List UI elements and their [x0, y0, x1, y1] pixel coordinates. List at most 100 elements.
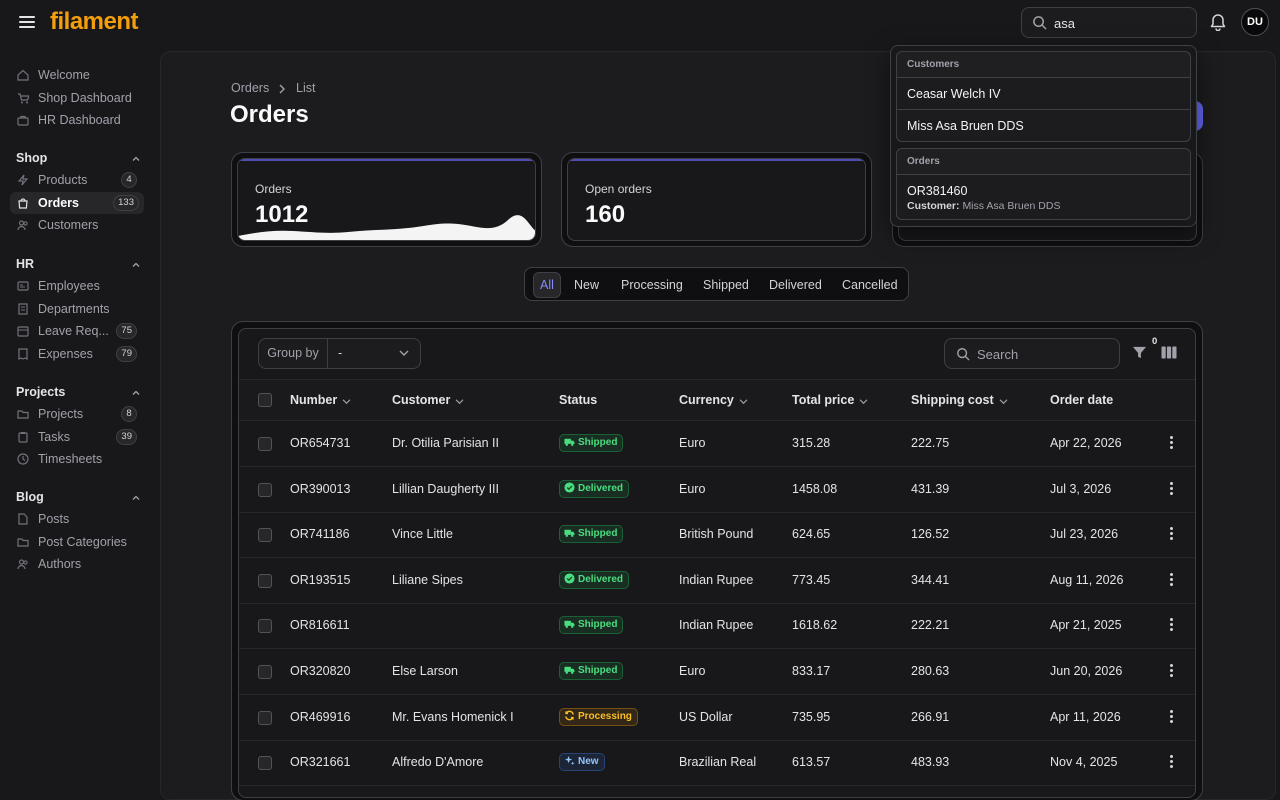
- row-actions-icon[interactable]: [1168, 709, 1174, 724]
- sidebar-item-leave-req[interactable]: Leave Req... 75: [10, 320, 144, 342]
- cell-shipping-cost: 431.39: [911, 481, 950, 496]
- avatar[interactable]: DU: [1241, 8, 1269, 36]
- sidebar-item-timesheets[interactable]: Timesheets: [10, 448, 144, 470]
- sidebar-item-expenses[interactable]: Expenses 79: [10, 343, 144, 365]
- row-actions-icon[interactable]: [1168, 481, 1174, 496]
- cell-number: OR816611: [290, 618, 350, 633]
- sidebar-item-employees[interactable]: Employees: [10, 275, 144, 297]
- sidebar-item-posts[interactable]: Posts: [10, 508, 144, 530]
- building-icon: [18, 302, 28, 315]
- table-row[interactable]: OR816611 Shipped Indian Rupee 1618.62 222.21…: [239, 603, 1195, 650]
- cell-total-price: 735.95: [792, 709, 831, 724]
- cell-customer: Else Larson: [392, 664, 459, 678]
- cell-customer: Mr. Evans Homenick I: [392, 709, 514, 724]
- row-checkbox[interactable]: [258, 482, 272, 497]
- tab-delivered[interactable]: Delivered: [769, 278, 822, 292]
- sidebar-group-shop[interactable]: Shop: [16, 151, 48, 165]
- sidebar-group-projects[interactable]: Projects: [16, 385, 66, 399]
- brand-logo[interactable]: filament: [50, 8, 139, 35]
- chevron-right-icon: [279, 84, 285, 94]
- column-currency[interactable]: Currency: [679, 393, 748, 407]
- sidebar-item-label: Shop Dashboard: [38, 90, 132, 105]
- row-checkbox[interactable]: [258, 665, 272, 679]
- sidebar-group-blog[interactable]: Blog: [16, 490, 44, 504]
- row-actions-icon[interactable]: [1168, 755, 1174, 769]
- tab-processing[interactable]: Processing: [621, 278, 683, 292]
- row-actions-icon[interactable]: [1168, 572, 1174, 587]
- sidebar-item-authors[interactable]: Authors: [10, 553, 144, 575]
- select-all-checkbox[interactable]: [258, 393, 272, 407]
- row-checkbox[interactable]: [258, 619, 272, 634]
- table-row[interactable]: OR741186 Vince Little Shipped British Pound…: [239, 512, 1195, 559]
- tab-shipped[interactable]: Shipped: [703, 278, 749, 292]
- filter-icon[interactable]: [1132, 345, 1147, 360]
- row-checkbox[interactable]: [258, 710, 272, 725]
- table-search[interactable]: [944, 338, 1120, 369]
- row-checkbox[interactable]: [258, 528, 272, 543]
- results-heading-orders: Orders: [896, 148, 1191, 174]
- row-checkbox[interactable]: [258, 437, 272, 451]
- column-number[interactable]: Number: [290, 393, 351, 407]
- sidebar-item-shop-dashboard[interactable]: Shop Dashboard: [10, 87, 144, 109]
- cell-number: OR741186: [290, 527, 350, 542]
- sidebar-item-tasks[interactable]: Tasks 39: [10, 426, 144, 448]
- sidebar-item-hr-dashboard[interactable]: HR Dashboard: [10, 109, 144, 131]
- sidebar-item-customers[interactable]: Customers: [10, 214, 144, 236]
- row-checkbox[interactable]: [258, 573, 272, 588]
- sidebar-item-welcome[interactable]: Welcome: [10, 64, 144, 86]
- chevron-up-icon[interactable]: [131, 493, 141, 503]
- cell-customer: Alfredo D'Amore: [392, 755, 484, 770]
- table-row[interactable]: OR469916 Mr. Evans Homenick I Processing US…: [239, 695, 1195, 741]
- column-customer[interactable]: Customer: [392, 393, 464, 407]
- table-row[interactable]: OR321661 Alfredo D'Amore New Brazilian Real…: [239, 740, 1195, 787]
- table-search-input[interactable]: [977, 345, 1113, 363]
- status-badge: Processing: [559, 707, 638, 726]
- tab-all[interactable]: All: [533, 272, 561, 298]
- cell-number: OR321661: [290, 755, 351, 770]
- row-actions-icon[interactable]: [1168, 527, 1174, 541]
- tab-new[interactable]: New: [574, 278, 600, 292]
- sidebar-item-label: Employees: [38, 279, 100, 293]
- sidebar-group-hr[interactable]: HR: [16, 257, 35, 271]
- sidebar-item-products[interactable]: Products 4: [10, 169, 144, 191]
- chevron-up-icon[interactable]: [131, 260, 141, 270]
- count-badge: 79: [116, 345, 137, 362]
- result-order[interactable]: OR381460 Customer: Miss Asa Bruen DDS: [896, 174, 1191, 220]
- row-actions-icon[interactable]: [1168, 664, 1174, 678]
- count-badge: 39: [116, 428, 137, 445]
- chevron-up-icon[interactable]: [131, 388, 141, 398]
- group-by-value[interactable]: -: [338, 346, 343, 360]
- column-total-price[interactable]: Total price: [792, 393, 868, 407]
- cell-currency: Brazilian Real: [679, 755, 757, 770]
- column-shipping-cost[interactable]: Shipping cost: [911, 393, 1008, 407]
- row-actions-icon[interactable]: [1168, 436, 1174, 450]
- chevron-up-icon[interactable]: [131, 154, 141, 164]
- breadcrumb-orders[interactable]: Orders: [231, 81, 270, 95]
- status-badge: Delivered: [559, 570, 630, 589]
- bell-icon[interactable]: [1209, 12, 1227, 31]
- cell-currency: Euro: [679, 436, 706, 450]
- table-row[interactable]: OR320820 Else Larson Shipped Euro 833.17 280.…: [239, 649, 1195, 695]
- result-customer[interactable]: Miss Asa Bruen DDS: [896, 109, 1191, 142]
- sidebar-item-departments[interactable]: Departments: [10, 298, 144, 320]
- group-by-select[interactable]: Group by -: [258, 338, 421, 369]
- status-badge: Delivered: [559, 479, 630, 498]
- row-checkbox[interactable]: [258, 756, 272, 771]
- sidebar-item-projects[interactable]: Projects 8: [10, 403, 144, 425]
- sidebar-item-label: Posts: [38, 512, 70, 526]
- row-actions-icon[interactable]: [1168, 618, 1174, 632]
- table-row[interactable]: OR654731 Dr. Otilia Parisian II Shipped Eur…: [239, 421, 1195, 467]
- sidebar-item-orders[interactable]: Orders 133: [10, 191, 144, 214]
- table-row[interactable]: OR390013 Lillian Daugherty III Delivered Eu…: [239, 467, 1195, 513]
- cell-total-price: 1458.08: [792, 481, 838, 496]
- global-search[interactable]: [1021, 7, 1197, 38]
- global-search-input[interactable]: [1054, 14, 1190, 32]
- tab-cancelled[interactable]: Cancelled: [842, 278, 898, 292]
- sidebar-item-post-categories[interactable]: Post Categories: [10, 531, 144, 553]
- search-icon: [1033, 16, 1047, 30]
- columns-icon[interactable]: [1161, 346, 1177, 359]
- menu-icon[interactable]: [17, 13, 37, 31]
- table-row[interactable]: OR193515 Liliane Sipes Delivered Indian Rup…: [239, 558, 1195, 604]
- cell-total-price: 315.28: [792, 436, 831, 450]
- result-customer[interactable]: Ceasar Welch IV: [896, 77, 1191, 110]
